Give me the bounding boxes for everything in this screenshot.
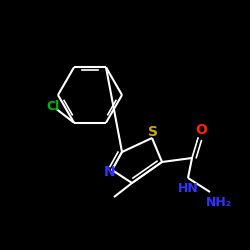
- Text: Cl: Cl: [46, 100, 59, 113]
- Text: HN: HN: [178, 182, 199, 194]
- Text: N: N: [104, 165, 116, 179]
- Text: S: S: [148, 125, 158, 139]
- Text: O: O: [195, 123, 207, 137]
- Text: NH₂: NH₂: [206, 196, 232, 208]
